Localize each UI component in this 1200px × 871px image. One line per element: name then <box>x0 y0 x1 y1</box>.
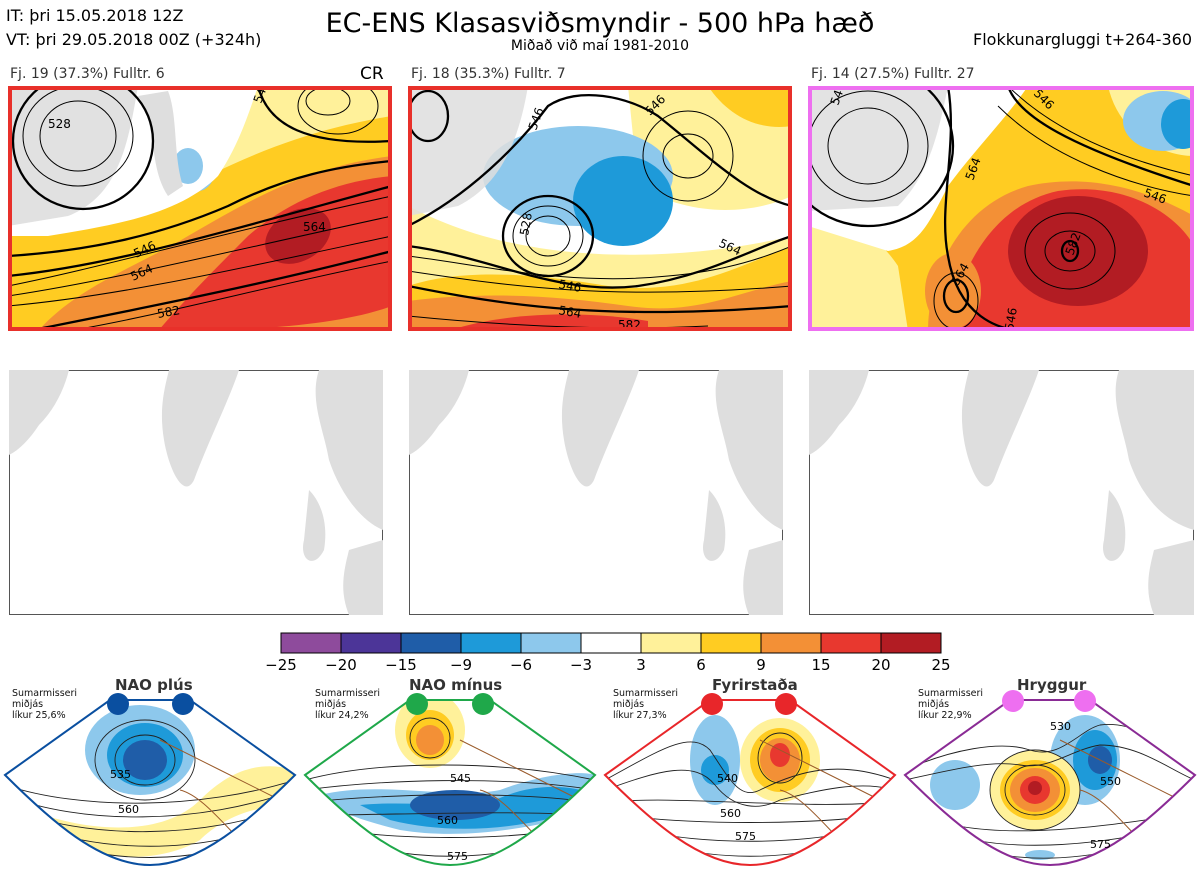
regime-3-dot-left <box>701 693 723 715</box>
cluster-map-2: 546 528 546 564 546 564 582 <box>408 86 792 331</box>
colorbar-tick-label: 25 <box>931 656 951 674</box>
colorbar-segment <box>640 632 702 654</box>
regime-map-nao-plus: 535 560 <box>3 699 297 867</box>
page-title: EC-ENS Klasasviðsmyndir - 500 hPa hæð <box>325 8 875 39</box>
regime-3-season: Sumarmisseri <box>613 688 679 699</box>
land-map-1 <box>9 370 383 615</box>
regime-2-dot-left <box>406 693 428 715</box>
contour-label: 546 <box>1002 307 1020 331</box>
regime-4-label: 530 <box>1050 720 1071 733</box>
land-map-2 <box>409 370 783 615</box>
regime-1-dot-left <box>107 693 129 715</box>
colorbar-tick-label: −3 <box>569 656 593 674</box>
regime-2-label: 545 <box>450 772 471 785</box>
regime-4-dot-right <box>1074 690 1096 712</box>
contour-label: 564 <box>303 220 326 234</box>
regime-map-blocking: 540 560 575 <box>603 699 897 867</box>
panel-1-badge: CR <box>360 64 384 84</box>
cluster-map-1: 528 546 564 564 582 546 <box>8 86 392 331</box>
regime-3-mid: miðjás <box>613 699 645 710</box>
contour-label: 546 <box>557 277 582 295</box>
land-map-3 <box>809 370 1194 615</box>
colorbar <box>280 632 942 654</box>
colorbar-segment <box>520 632 582 654</box>
regime-1-label: 535 <box>110 768 131 781</box>
regime-2-label: 560 <box>437 814 458 827</box>
regime-1-label: 560 <box>118 803 139 816</box>
regime-1-title: NAO plús <box>115 676 193 694</box>
colorbar-tick-label: −6 <box>509 656 533 674</box>
panel-2-border <box>408 86 792 331</box>
panel-1-border <box>8 86 392 331</box>
regime-4-label: 575 <box>1090 838 1111 851</box>
colorbar-tick-label: 6 <box>696 656 706 674</box>
colorbar-tick-label: 15 <box>811 656 831 674</box>
regime-map-nao-minus: 545 560 575 <box>303 699 597 867</box>
contour-label: 528 <box>517 212 535 237</box>
colorbar-tick-label: −15 <box>385 656 417 674</box>
regime-2-title: NAO mínus <box>409 676 503 694</box>
regime-3-prob: líkur 27,3% <box>613 710 667 721</box>
colorbar-segment <box>400 632 462 654</box>
cluster-map-3: 546 546 564 582 546 564 546 <box>808 86 1194 331</box>
colorbar-segment <box>760 632 822 654</box>
contour-label: 564 <box>557 303 582 321</box>
regime-1-dot-right <box>172 693 194 715</box>
colorbar-segment <box>340 632 402 654</box>
regime-3-label: 540 <box>717 772 738 785</box>
regime-3-label: 560 <box>720 807 741 820</box>
colorbar-tick-label: 20 <box>871 656 891 674</box>
regime-2-mid: miðjás <box>315 699 347 710</box>
regime-4-dot-left <box>1002 690 1024 712</box>
regime-4-mid: miðjás <box>918 699 950 710</box>
regime-3-dot-right <box>775 693 797 715</box>
contour-label: 582 <box>156 303 181 321</box>
regime-3-label: 575 <box>735 830 756 843</box>
regime-2-info: Sumarmisseri miðjás líkur 24,2% <box>315 688 380 721</box>
colorbar-segment <box>460 632 522 654</box>
classification-window: Flokkunargluggi t+264-360 <box>973 30 1192 49</box>
regime-3-info: Sumarmisseri miðjás líkur 27,3% <box>613 688 678 721</box>
regime-1-prob: líkur 25,6% <box>12 710 66 721</box>
regime-1-season: Sumarmisseri <box>12 688 78 699</box>
regime-4-prob: líkur 22,9% <box>918 710 972 721</box>
valid-time: VT: þri 29.05.2018 00Z (+324h) <box>6 30 262 49</box>
regime-2-dot-right <box>472 693 494 715</box>
regime-3-title: Fyrirstaða <box>712 676 798 694</box>
regime-2-label: 575 <box>447 850 468 863</box>
colorbar-tick-label: −9 <box>449 656 473 674</box>
regime-2-prob: líkur 24,2% <box>315 710 369 721</box>
colorbar-segment <box>580 632 642 654</box>
colorbar-segment <box>700 632 762 654</box>
regime-2-season: Sumarmisseri <box>315 688 381 699</box>
colorbar-segment <box>820 632 882 654</box>
regime-4-label: 550 <box>1100 775 1121 788</box>
page-subtitle: Miðað við maí 1981-2010 <box>510 38 690 54</box>
panel-2-label: Fj. 18 (35.3%) Fulltr. 7 <box>411 66 566 82</box>
panel-3-border <box>808 86 1194 331</box>
regime-4-info: Sumarmisseri miðjás líkur 22,9% <box>918 688 983 721</box>
panel-3-label: Fj. 14 (27.5%) Fulltr. 27 <box>811 66 975 82</box>
regime-1-mid: miðjás <box>12 699 44 710</box>
initial-time: IT: þri 15.05.2018 12Z <box>6 6 184 25</box>
colorbar-tick-label: 3 <box>636 656 646 674</box>
regime-4-season: Sumarmisseri <box>918 688 984 699</box>
colorbar-segment <box>880 632 942 654</box>
contour-label: 528 <box>48 117 71 131</box>
colorbar-segment <box>280 632 342 654</box>
panel-1-label: Fj. 19 (37.3%) Fulltr. 6 <box>10 66 165 82</box>
colorbar-tick-label: −25 <box>265 656 297 674</box>
regime-4-title: Hryggur <box>1017 676 1087 694</box>
colorbar-tick-label: 9 <box>756 656 766 674</box>
colorbar-tick-label: −20 <box>325 656 357 674</box>
regime-1-info: Sumarmisseri miðjás líkur 25,6% <box>12 688 77 721</box>
regime-map-ridge: 530 550 575 <box>903 699 1197 867</box>
